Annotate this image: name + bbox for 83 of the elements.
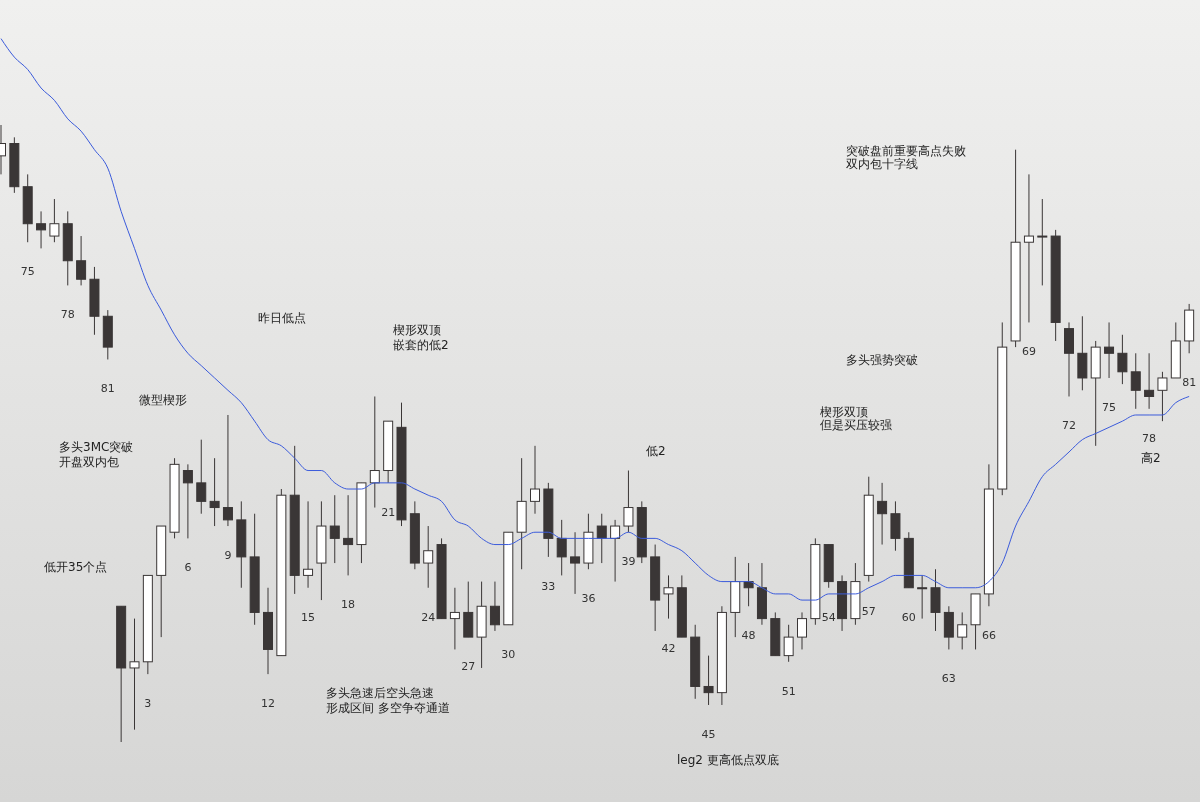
candlestick — [49, 198, 60, 243]
candlestick — [570, 531, 581, 595]
candlestick — [663, 574, 674, 620]
x-tick-label: 18 — [341, 598, 356, 612]
candlestick — [423, 525, 434, 589]
candlestick — [76, 235, 87, 286]
candlestick — [303, 500, 314, 589]
candlestick — [129, 618, 140, 731]
x-tick-label: 57 — [861, 604, 876, 618]
annotation: 多头3MC突破 — [59, 439, 134, 454]
x-tick-label: 27 — [461, 660, 476, 674]
x-tick-label: 81 — [1182, 376, 1197, 390]
candlestick — [209, 457, 220, 527]
x-tick-label: 33 — [541, 579, 556, 593]
x-tick-label: 51 — [781, 684, 796, 698]
x-tick-label: 9 — [224, 549, 232, 563]
candlestick — [196, 439, 207, 515]
text: leg2 更高低点双底 — [677, 752, 779, 767]
candlestick — [182, 463, 193, 539]
x-tick-label: 21 — [381, 505, 396, 519]
x-tick-label: 72 — [1062, 419, 1076, 433]
candlestick — [797, 611, 807, 650]
candlestick — [449, 587, 460, 650]
candlestick — [1023, 173, 1034, 323]
x-tick-label: 48 — [741, 629, 756, 643]
candlestick — [1104, 321, 1115, 379]
x-tick-label: 30 — [501, 647, 516, 661]
candlestick — [743, 562, 754, 607]
candlestick — [623, 470, 634, 533]
annotation: 楔形双顶 — [820, 404, 868, 419]
annotation: 高2 — [1141, 450, 1161, 465]
candlestick — [329, 494, 340, 564]
x-tick-label: 75 — [1102, 400, 1117, 414]
candlestick — [596, 513, 607, 564]
candlestick — [877, 482, 888, 546]
annotation: 楔形双顶 — [393, 322, 441, 337]
candlestick — [556, 519, 567, 576]
x-tick-label: 39 — [621, 555, 636, 569]
x-tick-label: 81 — [100, 382, 115, 396]
candlestick — [1117, 334, 1128, 385]
candlestick — [1037, 198, 1048, 286]
x-tick-label: 24 — [421, 610, 436, 624]
x-tick-label: 3 — [144, 697, 152, 711]
annotation: 多头强势突破 — [846, 352, 918, 367]
annotation: 但是买压较强 — [820, 417, 892, 432]
annotation: 突破盘前重要高点失败 — [846, 143, 966, 158]
x-tick-label: 42 — [661, 641, 676, 655]
annotation: 低开35个点 — [44, 559, 108, 574]
x-tick-label: 54 — [821, 610, 836, 624]
candlestick — [703, 655, 714, 706]
candlestick — [1157, 371, 1168, 422]
x-tick-label: 78 — [60, 308, 75, 322]
candlestick — [1130, 352, 1141, 410]
x-tick-label: 15 — [301, 610, 316, 624]
x-tick-label: 78 — [1142, 431, 1157, 445]
candlestick — [369, 395, 380, 509]
candlestick — [530, 445, 540, 515]
x-tick-label: 66 — [981, 629, 996, 643]
annotation: 开盘双内包 — [59, 454, 119, 469]
annotation: 形成区间 多空争夺通道 — [326, 700, 450, 715]
candlestick — [917, 574, 928, 620]
x-tick-label: 12 — [261, 697, 275, 711]
x-tick-label: 69 — [1021, 345, 1036, 359]
candlestick — [489, 581, 500, 632]
annotation: 昨日低点 — [258, 310, 306, 325]
x-tick-label: 63 — [941, 672, 956, 686]
annotation: 多头急速后空头急速 — [326, 685, 434, 700]
x-tick-label: 60 — [901, 610, 916, 624]
annotation: 嵌套的低2 — [393, 337, 449, 352]
annotation: 双内包十字线 — [846, 156, 918, 171]
candlestick — [610, 519, 621, 583]
annotation: 微型楔形 — [139, 392, 187, 407]
candlestick — [343, 494, 354, 576]
x-tick-label: 6 — [184, 561, 192, 575]
x-tick-label: 36 — [581, 592, 596, 606]
candlestick — [36, 210, 47, 249]
x-tick-label: 45 — [701, 727, 716, 741]
candlestick — [783, 624, 794, 663]
x-tick-label: 75 — [20, 265, 35, 279]
annotation: 低2 — [646, 443, 666, 458]
candlestick — [957, 611, 968, 650]
candlestick — [222, 414, 233, 527]
candlestick — [1144, 352, 1155, 410]
